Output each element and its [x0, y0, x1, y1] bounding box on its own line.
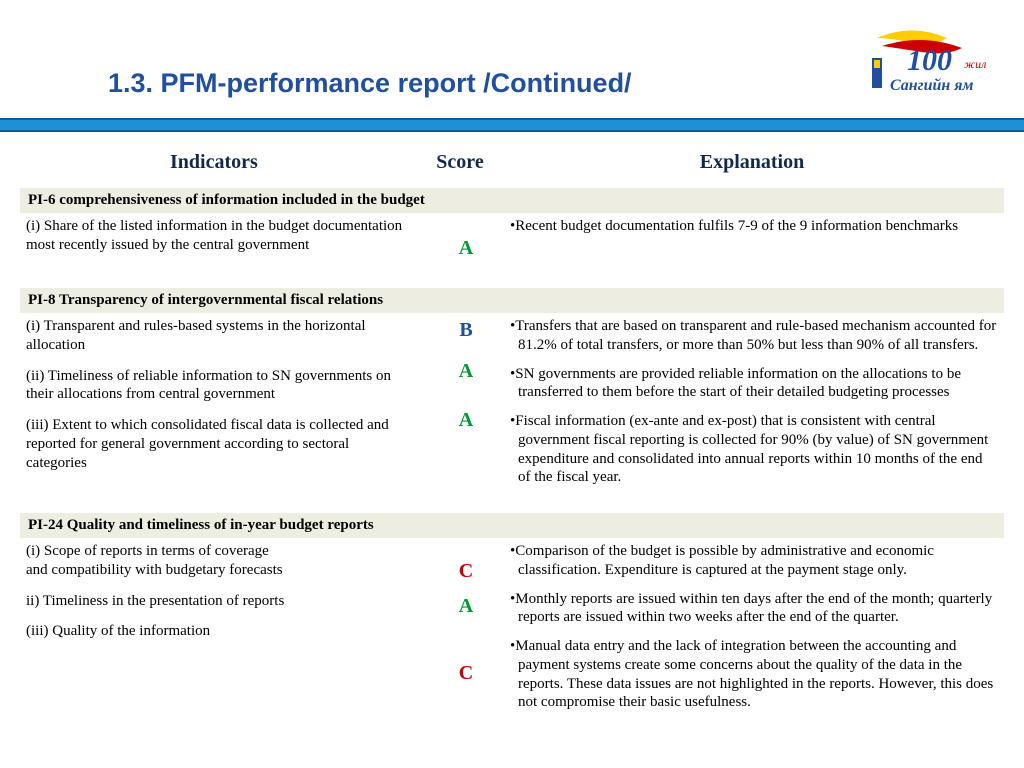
- score-badge: C: [426, 662, 506, 685]
- indicator-item: (i) Scope of reports in terms of coverag…: [26, 542, 408, 580]
- score-badge: A: [426, 237, 506, 260]
- column-header-row: Indicators Score Explanation: [20, 145, 1004, 182]
- section-body: (i) Scope of reports in terms of coverag…: [20, 538, 1004, 732]
- explanation-item: Manual data entry and the lack of integr…: [510, 637, 998, 712]
- logo: 100 жил Сангийн ям: [852, 28, 1002, 108]
- section-body: (i) Transparent and rules-based systems …: [20, 313, 1004, 507]
- explanation-item: Transfers that are based on transparent …: [510, 317, 998, 355]
- content-table: Indicators Score Explanation PI-6 compre…: [20, 145, 1004, 732]
- indicator-item: (ii) Timeliness of reliable information …: [26, 367, 408, 405]
- explanation-column: Comparison of the budget is possible by …: [506, 542, 998, 722]
- indicator-column: (i) Transparent and rules-based systems …: [26, 317, 426, 497]
- score-badge: B: [426, 319, 506, 342]
- score-column: BAA: [426, 317, 506, 497]
- page-title: 1.3. PFM-performance report /Continued/: [108, 68, 632, 99]
- header-region: 1.3. PFM-performance report /Continued/ …: [0, 0, 1024, 118]
- explanation-column: Transfers that are based on transparent …: [506, 317, 998, 497]
- section-header: PI-6 comprehensiveness of information in…: [20, 188, 1004, 213]
- explanation-item: Comparison of the budget is possible by …: [510, 542, 998, 580]
- section-body: (i) Share of the listed information in t…: [20, 213, 1004, 282]
- indicator-column: (i) Share of the listed information in t…: [26, 217, 426, 272]
- col-header-indicators: Indicators: [20, 151, 420, 174]
- col-header-score: Score: [420, 151, 500, 174]
- explanation-item: Fiscal information (ex-ante and ex-post)…: [510, 412, 998, 487]
- explanation-item: SN governments are provided reliable inf…: [510, 365, 998, 403]
- blue-bar: [0, 118, 1024, 132]
- logo-name: Сангийн ям: [890, 77, 973, 94]
- score-badge: A: [426, 409, 506, 432]
- score-badge: A: [426, 595, 506, 618]
- indicator-item: (i) Transparent and rules-based systems …: [26, 317, 408, 355]
- section-header: PI-24 Quality and timeliness of in-year …: [20, 513, 1004, 538]
- indicator-item: (i) Share of the listed information in t…: [26, 217, 408, 255]
- score-column: CAC: [426, 542, 506, 722]
- logo-years: 100: [907, 44, 952, 77]
- score-column: A: [426, 217, 506, 272]
- section-header: PI-8 Transparency of intergovernmental f…: [20, 288, 1004, 313]
- explanation-column: Recent budget documentation fulfils 7-9 …: [506, 217, 998, 272]
- col-header-explanation: Explanation: [500, 151, 1004, 174]
- indicator-item: (iii) Extent to which consolidated fisca…: [26, 416, 408, 472]
- indicator-item: (iii) Quality of the information: [26, 622, 408, 641]
- explanation-item: Recent budget documentation fulfils 7-9 …: [510, 217, 998, 236]
- indicator-item: ii) Timeliness in the presentation of re…: [26, 592, 408, 611]
- indicator-column: (i) Scope of reports in terms of coverag…: [26, 542, 426, 722]
- score-badge: A: [426, 360, 506, 383]
- score-badge: C: [426, 560, 506, 583]
- explanation-item: Monthly reports are issued within ten da…: [510, 590, 998, 628]
- logo-sub: жил: [964, 57, 986, 71]
